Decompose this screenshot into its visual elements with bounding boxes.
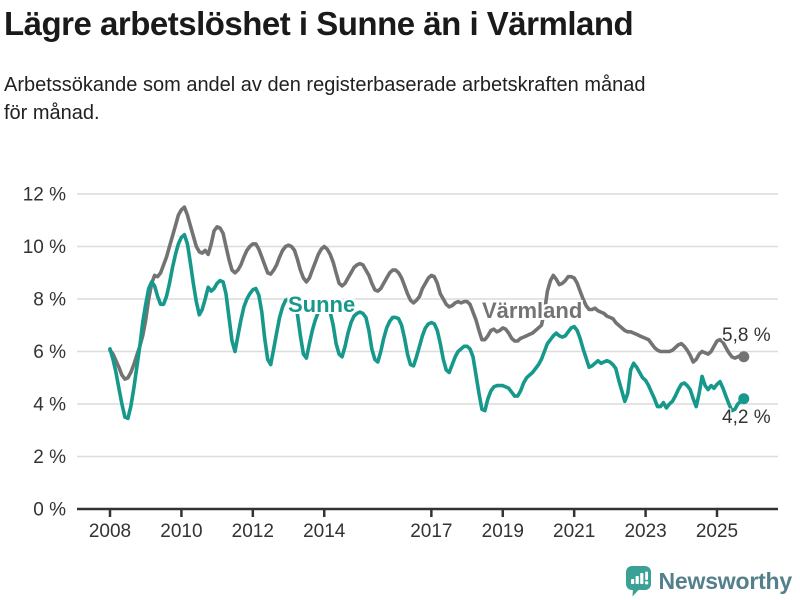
x-axis-tick-label: 2012 xyxy=(232,521,274,542)
x-axis-tick-label: 2017 xyxy=(410,521,452,542)
series-line-sunne xyxy=(108,232,746,421)
newsworthy-logo[interactable]: Newsworthy xyxy=(625,565,793,597)
chart-subtitle-line-1: Arbetssökande som andel av den registerb… xyxy=(4,74,646,96)
y-axis-tick-label: 4 % xyxy=(33,395,66,416)
y-axis-tick-label: 6 % xyxy=(33,342,66,363)
series-label-varmland: Värmland xyxy=(482,298,583,323)
x-axis-tick-label: 2010 xyxy=(160,521,202,542)
series-line-värmland xyxy=(108,205,746,381)
x-axis-tick-label: 2014 xyxy=(303,521,346,542)
y-axis-tick-label: 2 % xyxy=(33,447,66,468)
x-axis-tick-label: 2023 xyxy=(624,521,666,542)
chart-subtitle: Arbetssökande som andel av den registerb… xyxy=(4,71,794,127)
y-axis-tick-label: 12 % xyxy=(23,185,66,206)
end-value-label-sunne: 4,2 % xyxy=(722,407,771,428)
newsworthy-bar-chart-icon xyxy=(625,565,651,597)
y-axis-tick-label: 8 % xyxy=(33,290,66,311)
series-end-dot-sunne xyxy=(738,393,750,405)
y-axis-tick-label: 0 % xyxy=(33,500,66,521)
newsworthy-brand-text: Newsworthy xyxy=(658,567,793,594)
chart-title: Lägre arbetslöshet i Sunne än i Värmland xyxy=(4,5,634,42)
series-label-sunne: Sunne xyxy=(288,292,356,317)
x-axis-tick-label: 2008 xyxy=(89,521,131,542)
x-axis-tick-label: 2021 xyxy=(553,521,595,542)
x-axis-tick-label: 2025 xyxy=(696,521,738,542)
series-end-dot-värmland xyxy=(738,351,750,363)
end-value-label-varmland: 5,8 % xyxy=(722,325,771,346)
chart-subtitle-line-2: för månad. xyxy=(4,102,100,124)
y-axis-tick-label: 10 % xyxy=(23,237,66,258)
x-axis-tick-label: 2019 xyxy=(482,521,524,542)
